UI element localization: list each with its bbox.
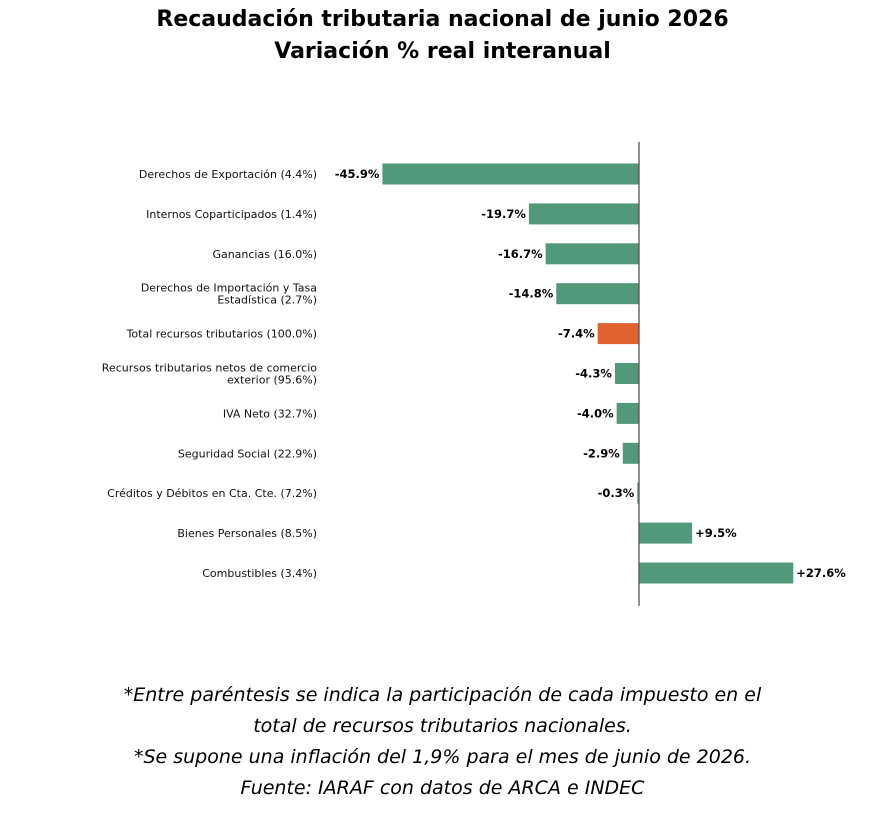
- value-label: -2.9%: [583, 446, 620, 460]
- value-label: -4.3%: [575, 367, 612, 381]
- bar-7: [616, 402, 639, 424]
- chart-title-block: Recaudación tributaria nacional de junio…: [0, 4, 885, 68]
- bar-chart: Derechos de Exportación (4.4%) Internos C…: [102, 142, 847, 606]
- value-label: -45.9%: [335, 167, 380, 181]
- value-label: -16.7%: [498, 247, 543, 261]
- value-labels-layer: -45.9% -19.7% -16.7% -14.8% -7.4% -4.3% -4.0% -…: [335, 167, 847, 580]
- bar-11: [639, 562, 794, 584]
- category-label: IVA Neto (32.7%): [223, 407, 317, 420]
- bar-9: [637, 482, 639, 504]
- bar-5: [597, 323, 639, 345]
- bar-8: [622, 442, 639, 464]
- footnote-source: Fuente: IARAF con datos de ARCA e INDEC: [240, 777, 645, 799]
- bars-layer: [382, 163, 794, 584]
- value-label: -19.7%: [481, 207, 526, 221]
- category-label: Combustibles (3.4%): [202, 567, 317, 580]
- bar-10: [639, 522, 693, 544]
- footnote-line-1: *Entre paréntesis se indica la participa…: [123, 684, 762, 706]
- category-label: Total recursos tributarios (100.0%): [126, 328, 317, 341]
- value-label: +27.6%: [796, 566, 846, 580]
- bar-4: [556, 283, 639, 305]
- category-label: Derechos de Exportación (4.4%): [139, 168, 317, 181]
- bar-6: [614, 363, 639, 384]
- value-label: -4.0%: [577, 406, 614, 420]
- value-label: +9.5%: [695, 526, 737, 540]
- category-labels-layer: Derechos de Exportación (4.4%) Internos C…: [102, 168, 317, 580]
- bar-3: [545, 243, 639, 265]
- value-label: -14.8%: [509, 287, 554, 301]
- footnote-line-3: *Se supone una inflación del 1,9% para e…: [133, 746, 752, 768]
- chart-subtitle: Variación % real interanual: [274, 39, 611, 64]
- category-label: Recursos tributarios netos de comercio ex…: [102, 362, 317, 387]
- category-label: Seguridad Social (22.9%): [178, 447, 317, 460]
- category-label: Derechos de Importación y Tasa Estadístic…: [141, 282, 317, 307]
- category-label: Ganancias (16.0%): [212, 248, 317, 261]
- bar-1: [382, 163, 639, 185]
- value-label: -7.4%: [558, 327, 595, 341]
- category-label: Bienes Personales (8.5%): [177, 527, 317, 540]
- category-label: Internos Coparticipados (1.4%): [146, 208, 317, 221]
- chart-title: Recaudación tributaria nacional de junio…: [156, 7, 729, 32]
- footnote-line-2: total de recursos tributarios nacionales…: [253, 715, 632, 737]
- footnotes: *Entre paréntesis se indica la participa…: [0, 680, 885, 804]
- value-label: -0.3%: [598, 486, 635, 500]
- bar-2: [528, 203, 639, 225]
- category-label: Créditos y Débitos en Cta. Cte. (7.2%): [107, 487, 317, 500]
